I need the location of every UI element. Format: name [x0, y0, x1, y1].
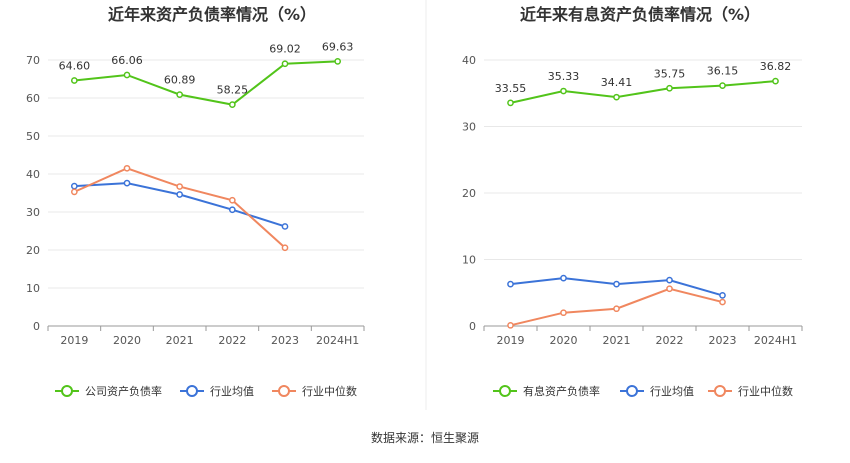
data-point — [123, 71, 131, 79]
y-tick-label: 20 — [26, 244, 40, 257]
y-tick-label: 30 — [26, 206, 40, 219]
x-tick-label: 2024H1 — [316, 334, 359, 347]
legend-item[interactable]: 行业均值 — [620, 385, 694, 398]
data-label: 36.15 — [707, 65, 739, 78]
legend-swatch-marker — [186, 385, 198, 397]
legend-label: 行业中位数 — [738, 384, 793, 398]
data-label: 58.25 — [217, 84, 249, 97]
data-point — [123, 164, 131, 172]
data-point — [70, 77, 78, 84]
data-point — [281, 223, 289, 230]
data-label: 64.60 — [59, 60, 91, 73]
data-point — [613, 93, 620, 101]
data-label: 69.02 — [269, 43, 301, 56]
legend-swatch-marker — [626, 385, 638, 397]
data-point — [772, 77, 779, 85]
y-tick-label: 70 — [26, 54, 40, 67]
x-tick-label: 2021 — [166, 334, 194, 347]
legend-swatch-marker — [499, 385, 511, 397]
y-tick-label: 10 — [462, 254, 476, 267]
data-point — [228, 101, 236, 109]
data-point — [719, 298, 726, 306]
x-tick-label: 2024H1 — [754, 334, 797, 347]
data-point — [281, 244, 289, 252]
data-label: 66.06 — [111, 54, 143, 67]
data-point — [666, 276, 673, 284]
data-point — [176, 91, 184, 98]
legend-label: 行业均值 — [210, 385, 254, 398]
data-point — [666, 285, 673, 293]
legend-item[interactable]: 行业均值 — [180, 385, 254, 398]
chart2-plot: 0 10 20 30 40 2019 2020 2021 2022 2023 2024H1 33.55… — [462, 54, 803, 398]
x-tick-label: 2020 — [113, 334, 141, 347]
y-tick-label: 40 — [26, 168, 40, 181]
data-point — [228, 206, 236, 214]
y-tick-label: 0 — [33, 320, 40, 333]
legend-swatch-marker — [714, 385, 726, 397]
data-point — [560, 87, 567, 95]
legend-label: 行业中位数 — [302, 384, 357, 398]
series-line — [74, 60, 338, 106]
data-point — [176, 191, 184, 198]
y-tick-label: 40 — [462, 54, 476, 67]
legend-label: 行业均值 — [650, 385, 694, 398]
x-tick-label: 2020 — [550, 334, 578, 347]
y-tick-label: 0 — [469, 320, 476, 333]
data-point — [719, 292, 726, 299]
x-tick-label: 2023 — [271, 334, 299, 347]
data-label: 60.89 — [164, 74, 196, 87]
legend-swatch-marker — [278, 385, 290, 397]
data-point — [507, 99, 514, 107]
data-point — [613, 305, 620, 313]
data-point — [70, 188, 78, 196]
data-point — [560, 309, 567, 317]
legend-swatch-marker — [61, 385, 73, 397]
chart2-title: 近年来有息资产负债率情况（%） — [520, 5, 760, 24]
series-line — [73, 167, 286, 249]
y-tick-label: 30 — [462, 121, 476, 134]
data-point — [507, 280, 514, 288]
data-point — [560, 274, 567, 282]
data-point — [176, 183, 184, 190]
data-label: 35.75 — [654, 67, 686, 80]
legend-item[interactable]: 公司资产负债率 — [55, 384, 162, 398]
x-tick-label: 2021 — [603, 334, 631, 347]
x-tick-label: 2019 — [60, 334, 88, 347]
chart1-title: 近年来资产负债率情况（%） — [108, 5, 316, 24]
series-line — [510, 80, 776, 104]
data-label: 36.82 — [760, 60, 792, 73]
data-source-text: 数据来源：恒生聚源 — [371, 430, 479, 445]
x-tick-label: 2019 — [497, 334, 525, 347]
y-tick-label: 10 — [26, 282, 40, 295]
y-tick-label: 60 — [26, 92, 40, 105]
x-tick-label: 2022 — [656, 334, 684, 347]
data-point — [719, 82, 726, 89]
x-tick-label: 2022 — [218, 334, 246, 347]
legend-item[interactable]: 有息资产负债率 — [493, 384, 600, 398]
legend-item[interactable]: 行业中位数 — [272, 384, 357, 398]
data-label: 69.63 — [322, 40, 354, 53]
data-point — [281, 60, 289, 68]
data-point — [70, 182, 78, 190]
data-point — [613, 280, 620, 288]
data-label: 34.41 — [601, 76, 633, 89]
data-label: 33.55 — [495, 82, 527, 95]
data-point — [123, 179, 131, 187]
chart1-plot: 0 10 20 30 40 50 60 70 2019 2020 2021 2022 2023 2024H… — [26, 40, 365, 398]
data-point — [334, 58, 342, 65]
y-tick-label: 20 — [462, 187, 476, 200]
data-point — [228, 196, 236, 204]
x-tick-label: 2023 — [709, 334, 737, 347]
data-point — [666, 84, 673, 92]
legend-label: 公司资产负债率 — [85, 384, 162, 398]
y-tick-label: 50 — [26, 130, 40, 143]
data-point — [507, 321, 514, 329]
legend-label: 有息资产负债率 — [523, 384, 600, 398]
data-label: 35.33 — [548, 70, 580, 83]
legend-item[interactable]: 行业中位数 — [708, 384, 793, 398]
